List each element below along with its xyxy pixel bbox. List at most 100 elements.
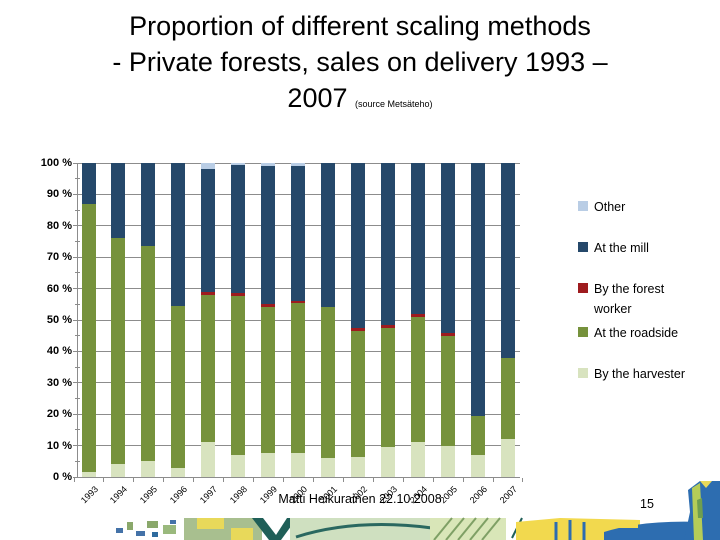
bar-segment-by-the-forest-worker bbox=[201, 291, 216, 295]
legend-swatch bbox=[578, 368, 588, 378]
bar-segment-other bbox=[261, 163, 276, 167]
y-axis-tick bbox=[75, 209, 80, 211]
bar-segment-at-the-mill bbox=[350, 163, 365, 328]
bar-segment-at-the-roadside bbox=[231, 296, 246, 455]
bar-segment-at-the-mill bbox=[201, 169, 216, 292]
y-axis-label: 70 % bbox=[46, 251, 72, 264]
y-axis-tick bbox=[73, 413, 80, 415]
y-axis-tick bbox=[75, 303, 80, 305]
y-axis-label: 10 % bbox=[46, 439, 72, 452]
bar-segment-by-the-harvester bbox=[81, 472, 96, 477]
x-axis-tick bbox=[402, 478, 404, 482]
legend-label: By the harvester bbox=[594, 367, 686, 381]
legend-label: At the roadside bbox=[594, 326, 679, 340]
bar-segment-at-the-roadside bbox=[500, 357, 515, 440]
legend-label: Other bbox=[594, 200, 626, 214]
legend-swatch bbox=[578, 201, 588, 211]
bar-segment-at-the-roadside bbox=[350, 330, 365, 457]
bar-segment-other bbox=[201, 163, 216, 170]
x-axis-tick bbox=[312, 478, 314, 482]
bar-segment-at-the-roadside bbox=[111, 238, 126, 465]
bar-segment-by-the-harvester bbox=[291, 453, 305, 477]
bar-segment-at-the-roadside bbox=[380, 327, 395, 448]
x-axis-tick bbox=[133, 478, 135, 482]
x-axis-tick bbox=[73, 478, 75, 482]
legend-label: At the mill bbox=[594, 241, 649, 255]
y-axis-tick bbox=[73, 319, 80, 321]
bar-segment-by-the-harvester bbox=[350, 456, 365, 477]
legend-item: Other bbox=[578, 197, 690, 217]
bar-segment-by-the-forest-worker bbox=[410, 313, 425, 317]
y-axis-line bbox=[77, 163, 78, 478]
bar-segment-by-the-forest-worker bbox=[440, 332, 455, 336]
title-line-1: Proportion of different scaling methods bbox=[129, 11, 591, 41]
x-axis-tick bbox=[223, 478, 225, 482]
footer-author-date: Matti Heikurainen 22.10.2008 bbox=[278, 492, 442, 506]
bar-segment-by-the-harvester bbox=[261, 453, 276, 477]
x-axis-tick bbox=[283, 478, 285, 482]
y-axis-label: 40 % bbox=[46, 345, 72, 358]
legend-item: By the harvester bbox=[578, 364, 690, 384]
legend-item: At the roadside bbox=[578, 323, 690, 343]
footer-map-image bbox=[112, 481, 720, 540]
bar-segment-at-the-mill bbox=[111, 163, 126, 239]
bar-segment-at-the-roadside bbox=[171, 305, 186, 468]
bar-segment-at-the-mill bbox=[81, 163, 96, 204]
bar-segment-at-the-roadside bbox=[440, 335, 455, 446]
y-axis-tick bbox=[75, 366, 80, 368]
chart-legend: Other At the mill By the forest worker At t… bbox=[578, 197, 690, 405]
y-axis-tick bbox=[73, 288, 80, 290]
bar-segment-by-the-harvester bbox=[500, 439, 515, 477]
bar-segment-by-the-harvester bbox=[201, 442, 216, 477]
title-line-2: - Private forests, sales on delivery 199… bbox=[112, 47, 608, 77]
x-axis-tick bbox=[432, 478, 434, 482]
bar-segment-by-the-forest-worker bbox=[261, 304, 276, 308]
bar-segment-by-the-harvester bbox=[111, 464, 126, 477]
legend-label: By the forest worker bbox=[594, 282, 665, 316]
bar-segment-by-the-harvester bbox=[380, 447, 395, 477]
bar-segment-by-the-harvester bbox=[141, 461, 156, 477]
legend-item: At the mill bbox=[578, 238, 690, 258]
bar-segment-by-the-harvester bbox=[410, 442, 425, 477]
y-axis-tick bbox=[75, 429, 80, 431]
title-year: 2007 bbox=[287, 83, 348, 113]
bar-segment-at-the-mill bbox=[470, 163, 485, 416]
x-axis-tick bbox=[492, 478, 494, 482]
bar-segment-at-the-mill bbox=[141, 163, 156, 247]
x-axis-tick bbox=[253, 478, 255, 482]
bar-segment-other bbox=[291, 163, 305, 167]
map-speckles bbox=[116, 520, 176, 537]
bar-segment-at-the-roadside bbox=[261, 307, 276, 454]
y-axis-label: 20 % bbox=[46, 408, 72, 421]
legend-swatch bbox=[578, 283, 588, 293]
y-axis-tick bbox=[75, 460, 80, 462]
x-axis-tick bbox=[462, 478, 464, 482]
y-axis-tick bbox=[73, 193, 80, 195]
y-axis-tick bbox=[75, 241, 80, 242]
bar-segment-at-the-mill bbox=[440, 163, 455, 333]
bar-segment-by-the-harvester bbox=[440, 445, 455, 477]
bar-segment-at-the-mill bbox=[171, 163, 186, 306]
bar-segment-at-the-roadside bbox=[470, 415, 485, 456]
y-axis-label: 80 % bbox=[46, 219, 72, 232]
bar-segment-at-the-mill bbox=[380, 163, 395, 325]
y-axis-tick bbox=[75, 335, 80, 337]
bar-segment-at-the-mill bbox=[320, 163, 335, 308]
y-axis-tick bbox=[73, 162, 80, 164]
slide-title: Proportion of different scaling methods … bbox=[0, 8, 720, 122]
y-axis-tick bbox=[75, 178, 80, 180]
bar-segment-at-the-mill bbox=[231, 164, 246, 294]
bar-segment-by-the-harvester bbox=[231, 455, 246, 477]
y-axis-label: 100 % bbox=[40, 157, 72, 169]
y-axis-tick bbox=[73, 225, 80, 227]
bar-segment-by-the-harvester bbox=[320, 458, 335, 477]
bar-segment-by-the-forest-worker bbox=[350, 327, 365, 331]
x-axis-tick bbox=[342, 478, 344, 482]
bar-segment-by-the-harvester bbox=[470, 455, 485, 477]
bar-segment-at-the-roadside bbox=[291, 302, 305, 454]
y-axis-label: 60 % bbox=[46, 282, 72, 295]
bar-segment-other bbox=[231, 163, 246, 165]
y-axis-tick bbox=[73, 476, 80, 478]
x-axis-tick bbox=[193, 478, 195, 482]
bar-segment-by-the-forest-worker bbox=[291, 301, 305, 303]
